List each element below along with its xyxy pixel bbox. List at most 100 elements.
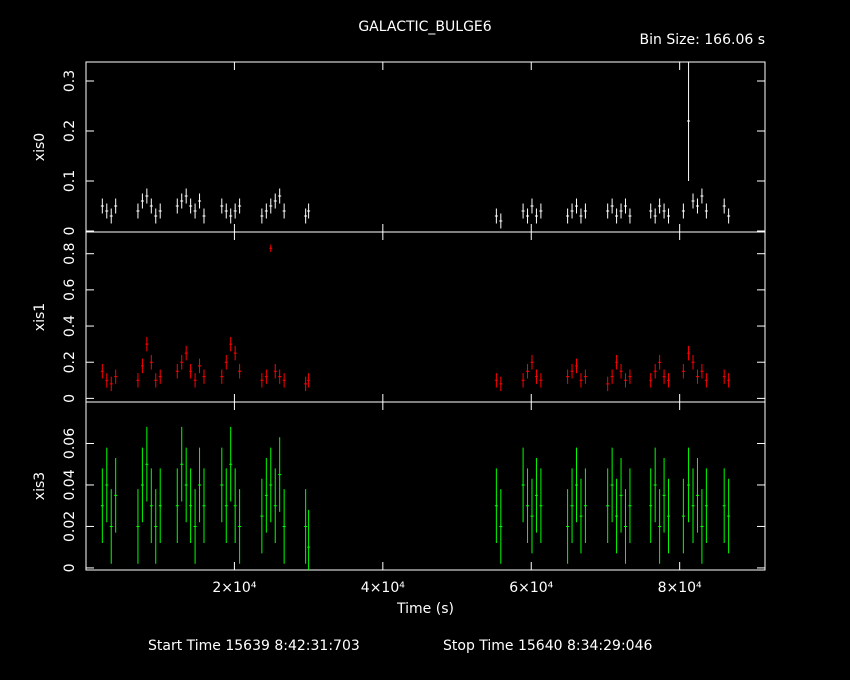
error-bar <box>681 478 685 554</box>
error-bar <box>653 208 657 224</box>
error-bar <box>530 198 534 214</box>
error-bar <box>539 203 543 219</box>
error-bar <box>526 364 530 379</box>
error-bar <box>175 364 179 379</box>
error-bar <box>184 188 188 204</box>
start-time: Start Time 15639 8:42:31:703 <box>148 638 360 654</box>
error-bar <box>233 345 237 361</box>
error-bar <box>158 468 162 544</box>
error-bar <box>534 208 538 224</box>
error-bar <box>575 358 579 374</box>
error-bar <box>687 447 691 523</box>
error-bar <box>158 369 162 384</box>
error-bar <box>307 373 311 388</box>
error-bar <box>534 369 538 384</box>
error-bar <box>109 376 113 392</box>
error-bar <box>264 203 268 219</box>
error-bar <box>282 373 286 388</box>
error-bar <box>579 373 583 388</box>
error-bar <box>628 369 632 384</box>
error-bar <box>610 198 614 214</box>
error-bar <box>615 208 619 224</box>
error-bar <box>264 369 268 384</box>
error-bar <box>180 426 184 502</box>
error-bar <box>653 447 657 523</box>
error-bar <box>521 447 525 523</box>
error-bar <box>273 468 277 544</box>
error-bar <box>623 373 627 388</box>
error-bar <box>499 376 503 392</box>
error-bar <box>534 458 538 533</box>
y-tick-label: 0 <box>62 394 78 403</box>
error-bar <box>583 203 587 219</box>
error-bar <box>149 354 153 370</box>
error-bar <box>273 193 277 209</box>
error-bar <box>260 373 264 388</box>
error-bar <box>220 369 224 384</box>
error-bar <box>193 489 197 564</box>
error-bar <box>700 188 704 204</box>
series <box>100 244 731 392</box>
error-bar <box>704 468 708 544</box>
error-bar <box>154 208 158 224</box>
error-bar <box>100 364 104 379</box>
error-bar <box>700 364 704 379</box>
error-bar <box>278 188 282 204</box>
error-bar <box>615 354 619 370</box>
error-bar <box>100 198 104 214</box>
error-bar <box>149 198 153 214</box>
error-bar <box>530 478 534 554</box>
error-bar <box>193 373 197 388</box>
error-bar <box>154 489 158 564</box>
error-bar <box>653 364 657 379</box>
error-bar <box>619 364 623 379</box>
error-bar <box>610 447 614 523</box>
error-bar <box>229 426 233 502</box>
error-bar <box>140 358 144 374</box>
error-bar <box>499 489 503 564</box>
error-bar <box>273 364 277 379</box>
error-bar <box>109 489 113 564</box>
error-bar <box>224 468 228 544</box>
error-bar <box>269 198 273 214</box>
x-tick-label: 4×10⁴ <box>361 580 405 596</box>
error-bar <box>662 203 666 219</box>
error-bar <box>202 369 206 384</box>
error-bar <box>278 369 282 384</box>
error-bar <box>619 458 623 533</box>
error-bar <box>233 203 237 219</box>
error-bar <box>145 188 149 204</box>
error-bar <box>198 447 202 523</box>
y-tick-label: 0.4 <box>62 315 78 337</box>
x-axis-label: Time (s) <box>396 601 454 617</box>
error-bar <box>105 447 109 523</box>
error-bar <box>180 354 184 370</box>
error-bar <box>681 364 685 379</box>
y-tick-label: 0.2 <box>62 120 78 142</box>
error-bar <box>619 203 623 219</box>
series <box>100 426 731 570</box>
error-bar <box>727 373 731 388</box>
error-bar <box>229 208 233 224</box>
series <box>100 62 731 229</box>
error-bar <box>700 489 704 564</box>
y-tick-label: 0 <box>62 227 78 236</box>
y-tick-label: 0.06 <box>62 428 78 459</box>
error-bar <box>136 203 140 219</box>
error-bar <box>189 198 193 214</box>
error-bar <box>566 369 570 384</box>
error-bar <box>282 489 286 564</box>
error-bar <box>526 468 530 544</box>
error-bar <box>530 354 534 370</box>
error-bar <box>575 447 579 523</box>
error-bar <box>238 489 242 564</box>
bin-size: Bin Size: 166.06 s <box>640 32 765 48</box>
error-bar <box>114 198 118 214</box>
error-bar <box>154 373 158 388</box>
error-bar <box>105 203 109 219</box>
error-bar <box>667 373 671 388</box>
error-bar <box>521 203 525 219</box>
error-bar <box>658 198 662 214</box>
error-bar <box>229 336 233 352</box>
